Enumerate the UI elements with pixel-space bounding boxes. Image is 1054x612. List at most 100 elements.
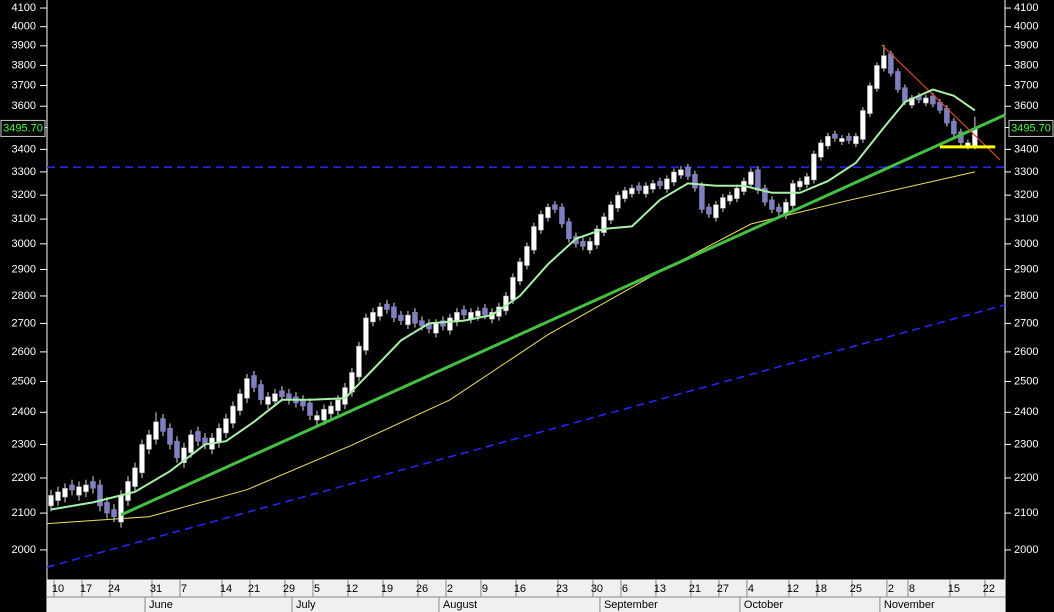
candle-body [881, 55, 887, 69]
candle-body [720, 197, 726, 209]
y-tick-label-right: 3200 [1014, 189, 1038, 201]
candle-body [146, 434, 152, 450]
y-tick-label-right: 2700 [1014, 317, 1038, 329]
x-tick-label: 7 [181, 583, 187, 595]
x-tick-label: 14 [220, 583, 232, 595]
candle-body [104, 502, 110, 514]
month-label: August [443, 599, 477, 611]
candle-body [566, 221, 572, 240]
candle-body [90, 481, 96, 489]
candle-body [874, 65, 880, 89]
candle-body [545, 206, 551, 219]
y-tick-label-right: 2200 [1014, 472, 1038, 484]
candle-body [510, 277, 516, 301]
candle-body [125, 481, 131, 501]
x-tick-label: 21 [248, 583, 260, 595]
month-label: November [884, 599, 935, 611]
candle-body [713, 204, 719, 219]
candle-body [167, 427, 173, 445]
candle-body [839, 138, 845, 142]
candle-body [447, 317, 453, 331]
candle-body [699, 185, 705, 210]
candle-body [132, 467, 138, 487]
candle-body [818, 142, 824, 158]
y-tick-label-right: 2400 [1014, 406, 1038, 418]
candle-body [769, 199, 775, 210]
candle-body [601, 216, 607, 233]
overlay-line [46, 304, 1006, 568]
candle-body [797, 180, 803, 188]
y-tick-label: 3000 [12, 238, 36, 250]
y-tick-label: 2000 [12, 544, 36, 556]
month-label: June [149, 599, 173, 611]
date-strip [47, 580, 1005, 612]
x-tick-label: 2 [447, 583, 453, 595]
x-tick-label: 21 [689, 583, 701, 595]
y-tick-label-right: 3000 [1014, 238, 1038, 250]
candle-body [594, 228, 600, 246]
y-tick-label-right: 2300 [1014, 438, 1038, 450]
candle-body [692, 173, 698, 189]
candle-body [363, 317, 369, 351]
candle-body [657, 180, 663, 187]
overlay-line [881, 44, 1001, 161]
candle-body [181, 447, 187, 463]
y-tick-label: 3200 [12, 189, 36, 201]
last-price-box [1008, 119, 1054, 137]
y-tick-label: 3800 [12, 59, 36, 71]
y-tick-label-right: 2000 [1014, 544, 1038, 556]
candle-body [83, 484, 89, 493]
candle-body [76, 486, 82, 496]
overlay-line [50, 88, 976, 511]
candle-body [321, 408, 327, 421]
candle-body [111, 509, 117, 517]
y-tick-label: 3900 [12, 40, 36, 52]
x-tick-label: 9 [482, 583, 488, 595]
candle-body [384, 303, 390, 310]
candle-body [412, 312, 418, 324]
y-tick-label: 3100 [12, 213, 36, 225]
candle-body [153, 421, 159, 440]
last-price-box [0, 119, 46, 137]
candle-body [398, 314, 404, 321]
candle-body [678, 169, 684, 176]
y-tick-label: 3600 [12, 100, 36, 112]
y-tick-label: 2600 [12, 346, 36, 358]
candle-body [762, 187, 768, 203]
candle-body [867, 85, 873, 114]
candle-body [419, 320, 425, 327]
y-tick-label: 4100 [12, 2, 36, 14]
x-tick-label: 23 [556, 583, 568, 595]
y-tick-label: 2100 [12, 507, 36, 519]
candle-body [559, 206, 565, 225]
candle-body [174, 440, 180, 458]
candle-body [307, 402, 313, 416]
month-label: September [604, 599, 658, 611]
candle-body [615, 194, 621, 209]
candle-body [650, 183, 656, 190]
candle-body [251, 375, 257, 388]
candle-body [895, 71, 901, 90]
candle-body [188, 434, 194, 453]
candle-body [825, 135, 831, 147]
candle-body [860, 110, 866, 140]
candle-body [48, 495, 54, 507]
candle-body [636, 185, 642, 191]
y-tick-label-right: 3900 [1014, 40, 1038, 52]
candle-body [629, 187, 635, 195]
x-tick-label: 13 [654, 583, 666, 595]
candle-body [643, 185, 649, 195]
x-tick-label: 16 [514, 583, 526, 595]
y-tick-label-right: 3300 [1014, 166, 1038, 178]
candle-body [706, 206, 712, 215]
month-label: October [744, 599, 783, 611]
candle-body [923, 97, 929, 104]
candle-body [314, 415, 320, 421]
candle-body [664, 178, 670, 190]
y-tick-label-right: 4100 [1014, 2, 1038, 14]
x-tick-label: 22 [983, 583, 995, 595]
candle-body [727, 194, 733, 202]
candle-body [265, 396, 271, 405]
